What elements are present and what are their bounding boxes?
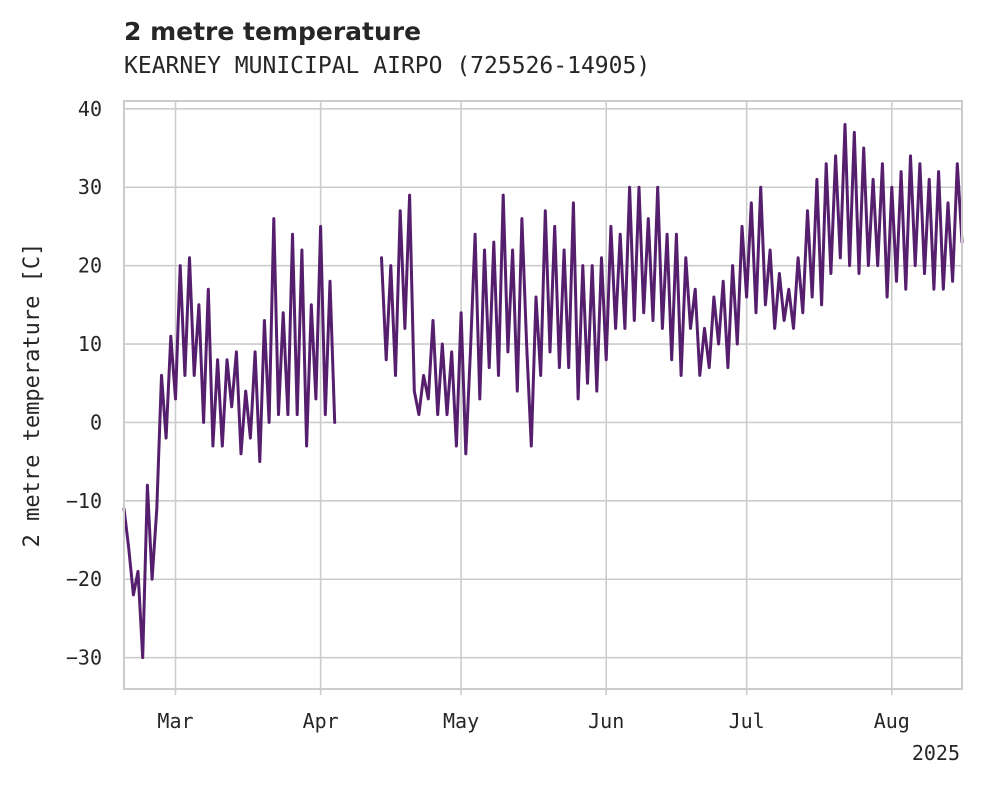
- chart-title: 2 metre temperature: [124, 17, 421, 46]
- x-tick-label: Mar: [157, 709, 193, 733]
- chart-subtitle: KEARNEY MUNICIPAL AIRPO (725526-14905): [124, 53, 650, 79]
- x-tick-label: May: [443, 709, 479, 733]
- y-tick-label: 40: [78, 97, 102, 121]
- y-tick-label: −30: [66, 646, 102, 670]
- y-axis-ticks: −30 −20 −10 0 10 20 30 40: [66, 97, 102, 670]
- x-offset-label: 2025: [912, 741, 960, 765]
- x-tick-label: Aug: [874, 709, 910, 733]
- x-axis-ticks: Mar Apr May Jun Jul Aug: [157, 689, 910, 733]
- temperature-series-line: [380, 123, 964, 456]
- temperature-series-line: [122, 217, 337, 660]
- y-tick-label: −10: [66, 489, 102, 513]
- x-tick-label: Apr: [303, 709, 339, 733]
- y-tick-label: 20: [78, 254, 102, 278]
- y-axis-label: 2 metre temperature [C]: [20, 243, 45, 548]
- plot-frame: [123, 100, 963, 690]
- y-tick-label: 10: [78, 332, 102, 356]
- series-line-group: [122, 123, 964, 660]
- y-tick-label: 30: [78, 175, 102, 199]
- y-tick-label: −20: [66, 567, 102, 591]
- x-tick-label: Jun: [588, 709, 624, 733]
- x-tick-label: Jul: [729, 709, 765, 733]
- y-tick-label: 0: [90, 410, 102, 434]
